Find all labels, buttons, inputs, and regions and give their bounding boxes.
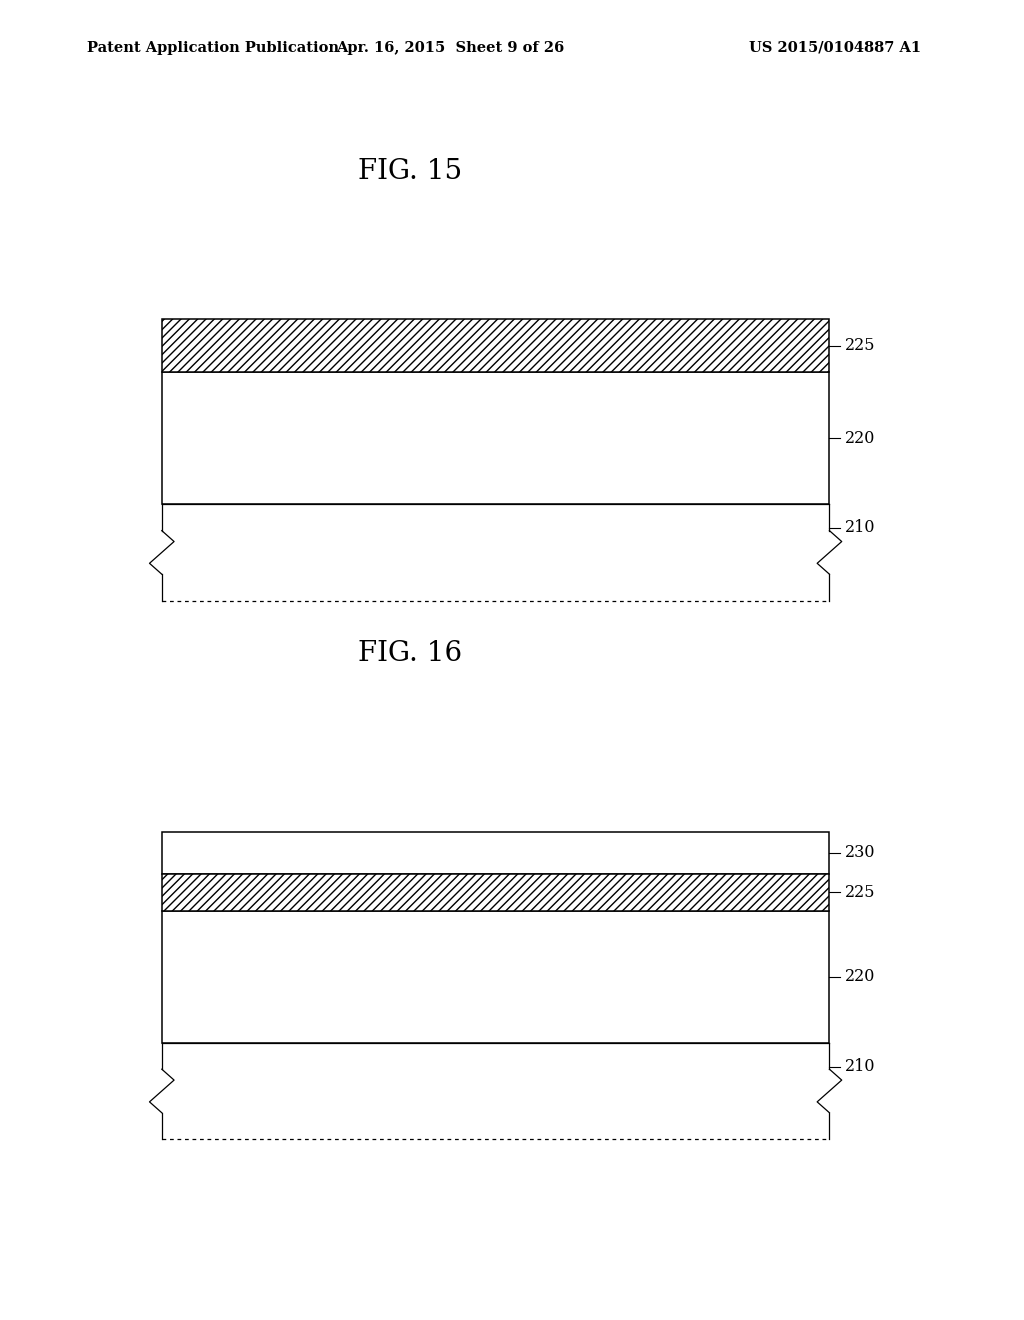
Text: FIG. 15: FIG. 15: [357, 158, 462, 185]
Text: Patent Application Publication: Patent Application Publication: [87, 41, 339, 54]
Text: US 2015/0104887 A1: US 2015/0104887 A1: [750, 41, 922, 54]
Text: 210: 210: [845, 520, 876, 536]
Text: 220: 220: [845, 430, 876, 446]
Text: 225: 225: [845, 338, 876, 354]
Text: Apr. 16, 2015  Sheet 9 of 26: Apr. 16, 2015 Sheet 9 of 26: [337, 41, 564, 54]
Text: 230: 230: [845, 845, 876, 861]
Bar: [162, 319, 829, 372]
Bar: [162, 832, 829, 874]
Bar: [162, 372, 829, 504]
Text: 225: 225: [845, 884, 876, 900]
Text: 220: 220: [845, 969, 876, 985]
Bar: [162, 911, 829, 1043]
Text: 210: 210: [845, 1059, 876, 1074]
Bar: [162, 874, 829, 911]
Text: FIG. 16: FIG. 16: [357, 640, 462, 667]
